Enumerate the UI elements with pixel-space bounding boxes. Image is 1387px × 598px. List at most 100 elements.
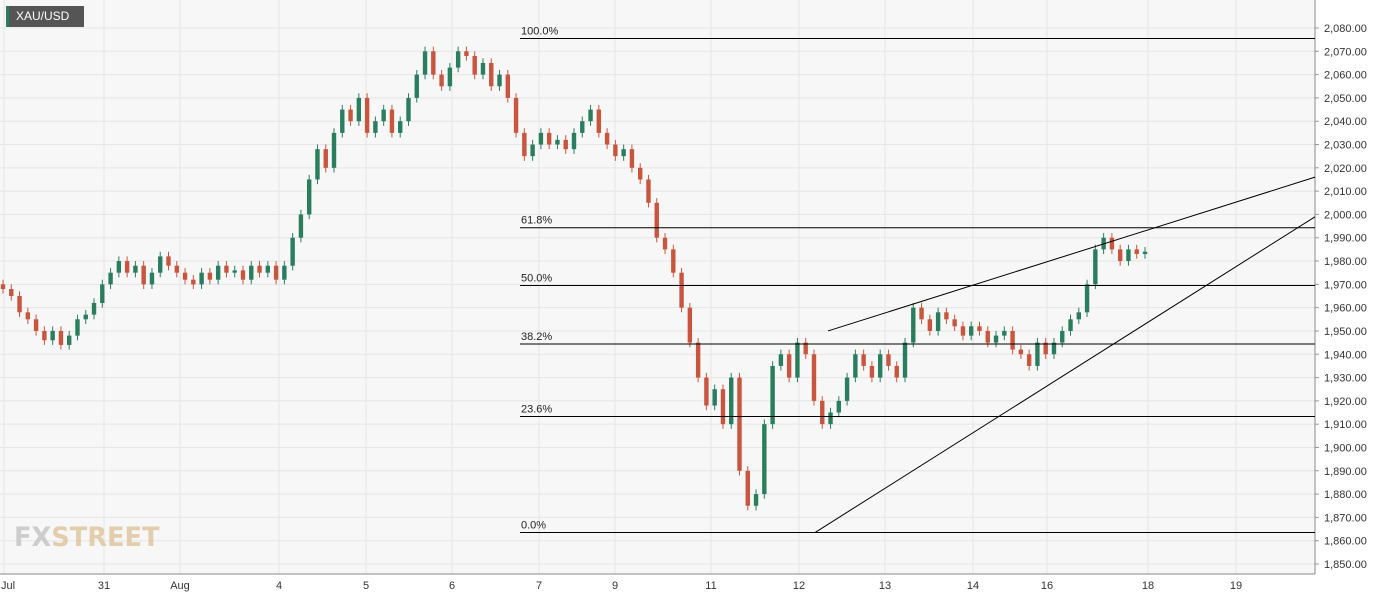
candle-body [265, 265, 271, 273]
candle-body [588, 109, 593, 122]
candle-body [646, 179, 651, 203]
candle-body [1076, 312, 1081, 320]
x-tick-label: 4 [276, 580, 282, 592]
candle-body [1018, 349, 1024, 355]
candle-body [174, 265, 179, 273]
candle-body [1051, 342, 1057, 355]
y-tick-label: 1,890.00 [1324, 466, 1367, 478]
candle-body [42, 330, 47, 341]
candle-body [249, 265, 254, 280]
y-tick-label: 2,040.00 [1324, 116, 1367, 128]
fib-label: 100.0% [521, 25, 559, 37]
candle-body [480, 62, 486, 75]
candle-body [0, 284, 6, 290]
candle-body [919, 307, 924, 320]
candle-body [67, 335, 72, 345]
candle-body [83, 314, 88, 320]
y-tick-label: 1,900.00 [1324, 442, 1367, 454]
candle-body [1035, 342, 1040, 366]
candle-body [315, 149, 320, 180]
candle-body [745, 470, 750, 506]
symbol-label: XAU/USD [6, 6, 84, 27]
candle-body [935, 312, 941, 331]
candle-body [207, 272, 213, 280]
candle-body [803, 342, 808, 355]
candle-body [406, 97, 411, 122]
candle-body [58, 330, 64, 345]
candle-body [414, 74, 419, 98]
candle-body [141, 265, 146, 285]
candle-body [17, 296, 22, 313]
candle-body [199, 272, 204, 285]
candle-body [778, 354, 784, 366]
candle-body [224, 265, 229, 273]
y-tick-label: 1,970.00 [1324, 279, 1367, 291]
y-tick-label: 1,990.00 [1324, 233, 1367, 245]
x-tick-label: 11 [705, 580, 716, 592]
candle-body [902, 342, 908, 378]
candle-body [33, 319, 39, 331]
x-tick-label: 9 [612, 580, 618, 592]
candle-body [886, 354, 891, 366]
x-tick-label: 16 [1041, 580, 1053, 592]
candle-body [911, 307, 916, 343]
candle-body [580, 121, 585, 133]
candle-body [530, 144, 535, 157]
candle-body [596, 109, 602, 133]
candle-body [331, 132, 337, 168]
candle-body [944, 312, 949, 320]
candle-body [695, 342, 701, 378]
y-tick-label: 1,880.00 [1324, 489, 1367, 501]
candle-body [282, 265, 287, 280]
candle-body [356, 97, 362, 122]
candle-body [811, 354, 817, 401]
candle-body [472, 55, 477, 75]
candle-body [75, 319, 80, 336]
candle-body [1142, 251, 1148, 255]
candle-body [389, 109, 395, 133]
candle-body [894, 365, 899, 378]
candle-body [298, 214, 304, 238]
candle-body [306, 179, 312, 215]
fib-label: 0.0% [521, 520, 546, 532]
fib-label: 23.6% [521, 403, 552, 415]
candle-body [662, 237, 668, 250]
candle-body [795, 342, 800, 378]
candle-body [398, 121, 403, 133]
candle-body [340, 109, 345, 133]
candle-body [447, 67, 453, 87]
candle-body [464, 51, 469, 56]
y-tick-label: 1,870.00 [1324, 512, 1367, 524]
x-tick-label: 6 [449, 580, 455, 592]
y-tick-label: 2,010.00 [1324, 186, 1367, 198]
candle-body [977, 326, 982, 331]
xaxis-background [0, 574, 1387, 598]
candle-body [762, 424, 767, 495]
axis-background [1315, 0, 1387, 598]
candle-body [373, 121, 378, 133]
candle-body [1084, 284, 1090, 313]
candle-body [290, 237, 295, 266]
x-tick-label: 7 [536, 580, 542, 592]
candle-body [9, 289, 14, 296]
candle-body [993, 335, 999, 343]
candle-body [969, 326, 974, 336]
candle-body [215, 265, 221, 280]
fib-label: 50.0% [521, 273, 552, 285]
candle-body [654, 202, 659, 238]
y-tick-label: 2,060.00 [1324, 70, 1367, 82]
y-tick-label: 1,920.00 [1324, 396, 1367, 408]
candle-body [422, 51, 428, 75]
candle-body [737, 377, 742, 471]
candle-body [149, 272, 155, 285]
candle-body [182, 272, 188, 280]
y-tick-label: 1,940.00 [1324, 349, 1367, 361]
candle-body [191, 279, 196, 285]
candle-body [489, 62, 494, 87]
candle-body [753, 494, 759, 506]
fib-label: 38.2% [521, 331, 552, 343]
candle-body [877, 354, 883, 378]
y-tick-label: 2,030.00 [1324, 140, 1367, 152]
candle-body [538, 132, 544, 145]
candle-body [1093, 249, 1098, 285]
